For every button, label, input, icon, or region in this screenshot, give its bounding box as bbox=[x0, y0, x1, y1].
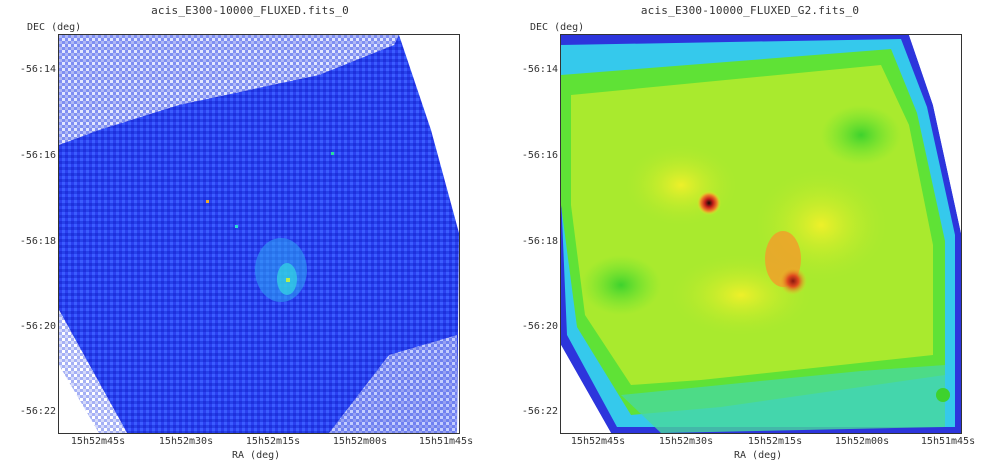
y-tick-label: -56:16 bbox=[521, 150, 558, 161]
image-panel-smoothed: acis_E300-10000_FLUXED_G2.fits_0 DEC (de… bbox=[500, 0, 1000, 468]
image-plot-area[interactable] bbox=[58, 34, 460, 434]
x-axis-label: RA (deg) bbox=[232, 450, 281, 461]
y-tick-label: -56:18 bbox=[521, 236, 558, 247]
x-tick-label: 15h52m45s bbox=[70, 436, 126, 447]
y-tick-label: -56:20 bbox=[19, 321, 56, 332]
x-tick-label: 15h51m45s bbox=[920, 436, 976, 447]
x-tick-label: 15h52m30s bbox=[158, 436, 214, 447]
panel-title: acis_E300-10000_FLUXED_G2.fits_0 bbox=[640, 4, 860, 17]
x-axis-label: RA (deg) bbox=[734, 450, 783, 461]
y-tick-label: -56:18 bbox=[19, 236, 56, 247]
x-tick-label: 15h52m15s bbox=[747, 436, 803, 447]
y-axis-label: DEC (deg) bbox=[530, 22, 585, 33]
x-tick-label: 15h52m45s bbox=[570, 436, 626, 447]
y-tick-label: -56:22 bbox=[521, 406, 558, 417]
y-tick-label: -56:20 bbox=[521, 321, 558, 332]
y-axis-label: DEC (deg) bbox=[27, 22, 82, 33]
image-plot-area[interactable] bbox=[560, 34, 962, 434]
y-tick-label: -56:14 bbox=[521, 64, 558, 75]
y-tick-label: -56:22 bbox=[19, 406, 56, 417]
x-tick-label: 15h52m15s bbox=[245, 436, 301, 447]
y-tick-label: -56:16 bbox=[19, 150, 56, 161]
x-tick-label: 15h52m00s bbox=[332, 436, 388, 447]
x-tick-label: 15h52m30s bbox=[658, 436, 714, 447]
smoothed-fluxed-image bbox=[561, 35, 961, 433]
raw-fluxed-image bbox=[59, 35, 459, 433]
panel-title: acis_E300-10000_FLUXED.fits_0 bbox=[151, 4, 349, 17]
image-panel-raw: acis_E300-10000_FLUXED.fits_0 DEC (deg) bbox=[19, 4, 474, 461]
x-tick-label: 15h52m00s bbox=[834, 436, 890, 447]
y-tick-label: -56:14 bbox=[19, 64, 56, 75]
x-tick-label: 15h51m45s bbox=[418, 436, 474, 447]
